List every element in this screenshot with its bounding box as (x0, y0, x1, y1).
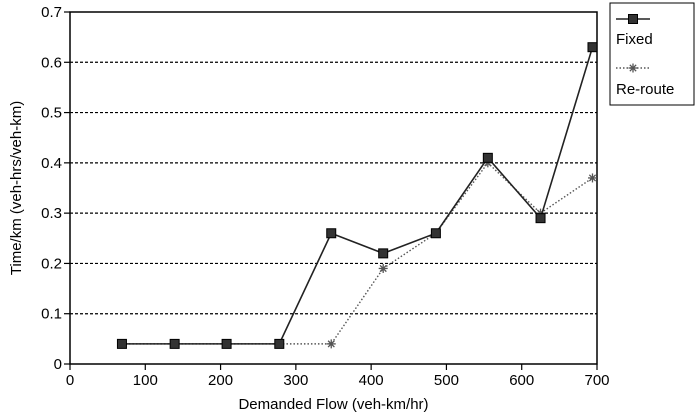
point-fixed-8 (535, 213, 546, 224)
y-tick-label-4: 0.4 (41, 155, 62, 172)
x-tick-label-0: 0 (66, 372, 74, 389)
x-tick-label-5: 500 (434, 372, 459, 389)
x-tick-label-4: 400 (359, 372, 384, 389)
point-fixed-0 (116, 338, 127, 349)
point-fixed-7 (482, 152, 493, 163)
point-re-route-4 (326, 339, 336, 349)
point-fixed-4 (326, 228, 337, 239)
x-axis-label: Demanded Flow (veh-km/hr) (238, 396, 428, 413)
point-fixed-1 (169, 338, 180, 349)
x-tick-label-7: 700 (584, 372, 609, 389)
x-tick-label-3: 300 (283, 372, 308, 389)
point-re-route-9 (587, 173, 597, 183)
y-tick-label-0: 0 (54, 356, 62, 373)
y-axis-ticks: 0 0.1 0.2 0.3 0.4 0.5 0.6 0.7 (41, 4, 70, 373)
legend-sample-fixed (616, 14, 650, 24)
y-tick-label-1: 0.1 (41, 306, 62, 323)
legend-label-fixed: Fixed (616, 31, 653, 48)
legend-marker-0 (628, 14, 638, 24)
x-axis-ticks: 0 100 200 300 400 500 600 700 (66, 364, 610, 389)
y-tick-label-3: 0.3 (41, 205, 62, 222)
legend-label-re-route: Re-route (616, 81, 674, 98)
y-tick-label-6: 0.6 (41, 54, 62, 71)
y-tick-label-5: 0.5 (41, 105, 62, 122)
y-axis-label: Time/km (veh-hrs/veh-km) (8, 101, 25, 275)
series-line-fixed (121, 46, 594, 345)
point-fixed-2 (221, 338, 232, 349)
point-re-route-5 (378, 263, 388, 273)
legend-marker-1 (628, 63, 638, 73)
legend: Fixed Re-route (609, 2, 695, 106)
legend-box (609, 2, 695, 106)
x-tick-label-2: 200 (208, 372, 233, 389)
series-line-re-route (121, 161, 593, 345)
legend-sample-re-route (616, 63, 650, 73)
x-tick-label-6: 600 (509, 372, 534, 389)
y-tick-label-2: 0.2 (41, 255, 62, 272)
x-tick-label-1: 100 (133, 372, 158, 389)
point-fixed-5 (378, 248, 389, 259)
point-fixed-9 (587, 42, 598, 53)
plot-frame (69, 11, 598, 365)
point-fixed-6 (430, 228, 441, 239)
series-layer (116, 42, 598, 349)
point-fixed-3 (274, 338, 285, 349)
y-tick-label-7: 0.7 (41, 4, 62, 21)
gridlines (70, 61, 597, 315)
